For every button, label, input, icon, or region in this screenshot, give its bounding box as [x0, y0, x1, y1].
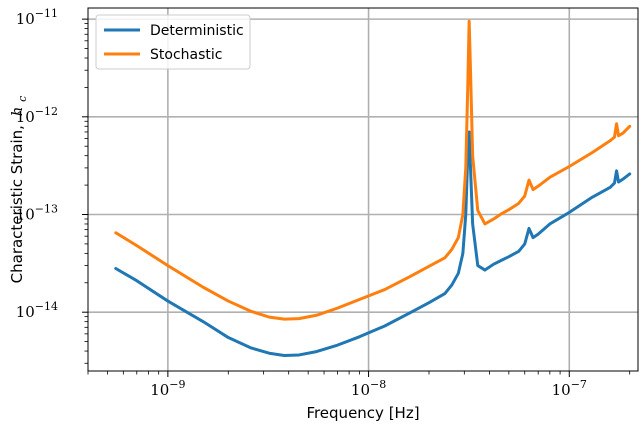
y-tick-label: 10−14 — [16, 300, 58, 321]
legend-label-stochastic: Stochastic — [150, 47, 222, 63]
y-axis-label-symbol: h — [8, 107, 26, 117]
y-axis-label-text: Characteristic Strain, — [8, 125, 26, 283]
series-line-deterministic — [114, 130, 632, 358]
major-ticks — [82, 18, 570, 377]
series-line-stochastic — [114, 19, 632, 321]
x-tick-label: 10−7 — [552, 378, 587, 399]
y-tick-label: 10−12 — [16, 105, 58, 126]
y-tick-label: 10−11 — [16, 7, 58, 28]
plot-series — [114, 19, 632, 358]
legend: Deterministic Stochastic — [95, 14, 251, 70]
y-tick-label: 10−13 — [16, 203, 58, 224]
x-tick-label: 10−9 — [150, 378, 185, 399]
tick-labels: 10−9 10−8 10−7 10−14 10−13 10−12 10−11 — [16, 7, 587, 399]
legend-label-deterministic: Deterministic — [150, 23, 244, 39]
x-axis-label: Frequency [Hz] — [306, 404, 419, 422]
y-axis-label-subscript: c — [16, 96, 29, 102]
x-tick-label: 10−8 — [351, 378, 386, 399]
y-axis-label: Characteristic Strain, h c — [8, 96, 29, 284]
minor-ticks — [84, 23, 631, 375]
plot-frame — [87, 7, 639, 372]
